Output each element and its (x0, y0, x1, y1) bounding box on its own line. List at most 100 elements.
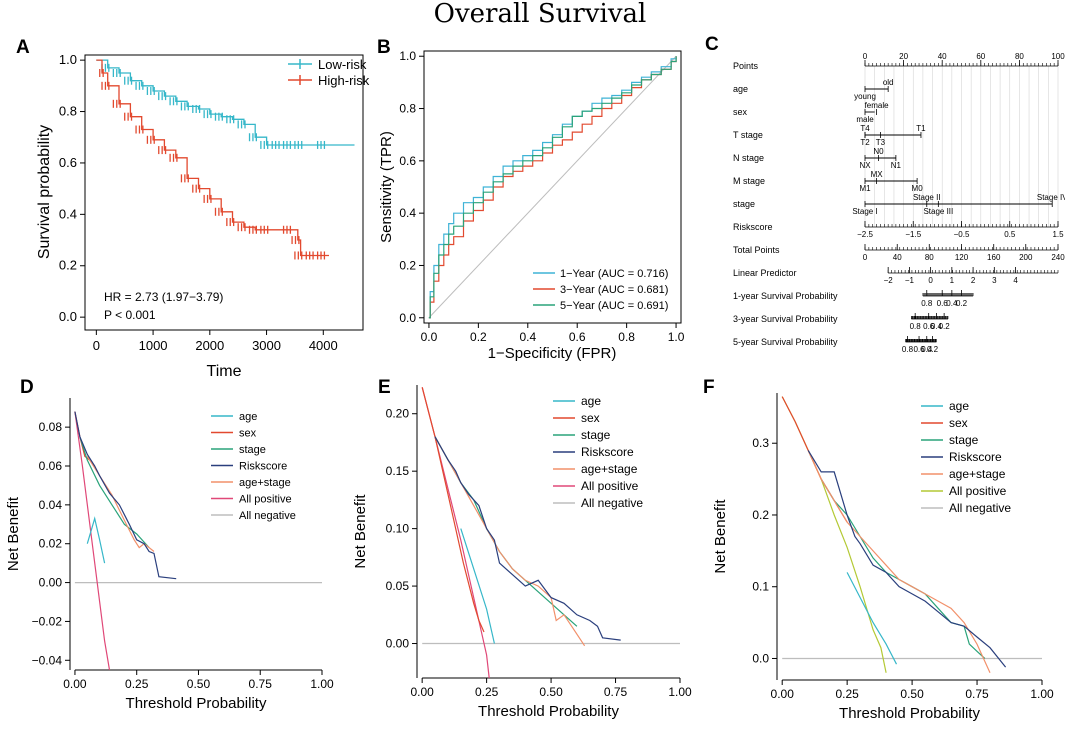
legend-label-stage: stage (949, 433, 979, 447)
nomogram-level-label: young (854, 92, 876, 101)
panel-d-chart: 0.00 0.25 0.50 0.75 1.00 −0.04 −0.02 0.00 0.02 0.… (5, 398, 334, 712)
legend-label-all-positive: All positive (949, 484, 1007, 498)
nomogram-tick-label: 1.5 (1052, 230, 1064, 239)
panel-b-series (428, 55, 677, 319)
nomogram-row-label: N stage (733, 153, 764, 163)
nomogram-tick-label: 0.5 (1004, 230, 1016, 239)
nomogram-level-label: T4 (860, 124, 870, 133)
dca-curve-sex (74, 411, 96, 467)
nomogram-level-label: M0 (912, 184, 924, 193)
panel-a-letter: A (16, 37, 30, 58)
y-tick-label: 0.0 (399, 311, 416, 325)
panel-d-letter: D (20, 377, 34, 398)
y-tick-label: 0.20 (386, 407, 410, 421)
legend-label-age: age (239, 411, 257, 423)
nomogram-tick-label: 100 (1051, 52, 1065, 61)
nomogram-tick-label: −1.5 (905, 230, 921, 239)
x-tick-label: 0.0 (421, 330, 438, 344)
panel-b-axes: 0.0 0.0 0.2 0.2 0.4 0.4 0.6 0.6 0.8 0.8 1.0 1.0 (399, 49, 684, 344)
nomogram-level-label: old (883, 78, 894, 87)
nomogram-level-label: female (865, 101, 890, 110)
nomogram-level-label: T2 (860, 138, 870, 147)
y-tick-label: 0.1 (752, 580, 769, 594)
figure-title: Overall Survival (434, 0, 647, 29)
x-tick-label: 0.50 (539, 685, 563, 699)
nomogram-level-label: Stage II (913, 193, 941, 202)
nomogram-tick-label: 240 (1051, 253, 1065, 262)
legend-label-all-positive: All positive (239, 494, 292, 506)
nomogram-tick-label: 3 (992, 276, 997, 285)
nomogram-tick-label: 200 (1019, 253, 1033, 262)
nomogram-tick-label: 4 (1013, 276, 1018, 285)
legend-high-risk-label: High-risk (318, 73, 370, 88)
nomogram-tick-label: 80 (925, 253, 934, 262)
nomogram-tick-label: 40 (893, 253, 902, 262)
nomogram-tick-label: −2.5 (857, 230, 873, 239)
panel-b-xlabel: 1−Specificity (FPR) (488, 345, 617, 362)
x-tick-label: 0.75 (965, 687, 989, 701)
x-tick-label: 0.25 (835, 687, 859, 701)
panel-a-series (96, 59, 355, 260)
y-tick-label: 0.2 (399, 258, 416, 272)
nomogram-tick-label: 0.6 (923, 322, 935, 331)
x-tick-label: 0.00 (63, 677, 87, 691)
dca-curve-age (846, 572, 898, 665)
panel-e-letter: E (378, 377, 391, 398)
y-tick-label: 0.2 (752, 508, 769, 522)
y-tick-label: 0.2 (59, 258, 77, 273)
legend-label-age-stage: age+stage (239, 477, 291, 489)
legend-label-riskscore: Riskscore (949, 450, 1002, 464)
roc-curve-3-year-auc-0-681 (428, 56, 677, 319)
nomogram-tick-label: 40 (938, 52, 947, 61)
dca-curve-riskscore (807, 450, 1007, 668)
nomogram-tick-label: 2 (971, 276, 976, 285)
nomogram-row-label: M stage (733, 176, 765, 186)
y-axis-title: Net Benefit (712, 499, 729, 574)
legend-label-sex: sex (949, 416, 968, 430)
panel-f-letter: F (703, 377, 715, 398)
panel-a-legend: Low-risk High-risk (288, 57, 370, 88)
x-tick-label: 0.00 (771, 687, 795, 701)
legend-label-all-positive: All positive (581, 479, 639, 493)
nomogram-level-label: male (856, 115, 874, 124)
nomogram-tick-label: 0.2 (939, 322, 951, 331)
roc-curve-5-year-auc-0-691 (428, 56, 677, 319)
x-tick-label: 1000 (139, 338, 168, 353)
nomogram-row-label: Linear Predictor (733, 268, 797, 278)
nomogram-tick-label: 0.6 (913, 345, 925, 354)
nomogram-level-label: M1 (859, 184, 871, 193)
nomogram-row-label: stage (733, 199, 755, 209)
y-tick-label: 0.6 (399, 154, 416, 168)
x-axis-title: Threshold Probability (126, 695, 267, 712)
nomogram-tick-label: 120 (955, 253, 969, 262)
km-curve-high-risk (96, 59, 329, 257)
y-tick-label: 0.3 (752, 436, 769, 450)
nomogram-row-label: Riskscore (733, 222, 773, 232)
panel-b: B 0.0 0.0 0.2 0.2 0.4 0.4 0.6 0.6 0.8 0.8 1.0 1.0 1… (377, 37, 685, 362)
panel-b-plot-frame (423, 50, 682, 324)
x-tick-label: 1.00 (310, 677, 334, 691)
x-tick-label: 0.25 (475, 685, 499, 699)
legend-label-all-negative: All negative (949, 501, 1011, 515)
y-tick-label: −0.04 (32, 653, 63, 667)
nomogram-tick-label: 0 (928, 276, 933, 285)
dca-curve-all-positive (421, 387, 490, 679)
dca-curve-all-positive (74, 411, 111, 671)
panel-b-ylabel: Sensitivity (TPR) (378, 131, 395, 243)
dca-curve-stage (79, 436, 150, 549)
nomogram-tick-label: −1 (905, 276, 915, 285)
legend-label-age-stage: age+stage (949, 467, 1006, 481)
dca-curve-all-positive (781, 396, 887, 673)
x-tick-label: 0.2 (470, 330, 487, 344)
nomogram-tick-label: 0.8 (902, 345, 914, 354)
y-tick-label: 1.0 (59, 52, 77, 67)
x-tick-label: 4000 (309, 338, 338, 353)
panel-e: E 0.00 0.25 0.50 0.75 1.000.000.050.100.150.… (352, 377, 692, 720)
dca-curve-sex (421, 387, 485, 633)
panel-c-letter: C (705, 34, 719, 55)
legend-label-riskscore: Riskscore (239, 461, 287, 473)
nomogram-tick-label: 20 (899, 52, 908, 61)
y-tick-label: 0.02 (39, 537, 63, 551)
x-tick-label: 2000 (195, 338, 224, 353)
